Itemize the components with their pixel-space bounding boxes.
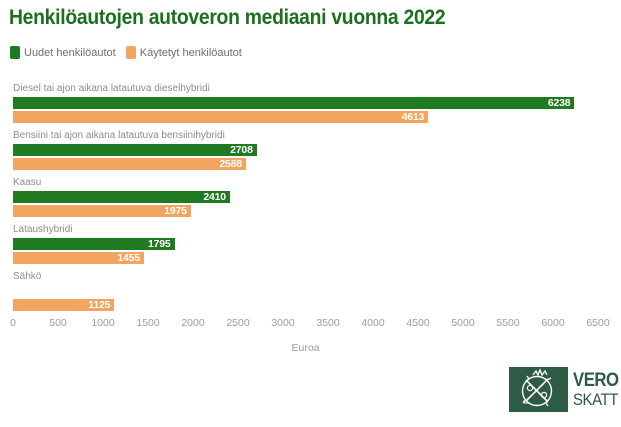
x-axis: 0 500 1000 1500 2000 2500 3000 3500 4000 4500 5000… <box>0 317 621 330</box>
category-label: Kaasu <box>13 177 42 188</box>
bar-used: 2588 <box>13 158 246 170</box>
legend-swatch <box>10 46 20 59</box>
axis-tick-label: 3500 <box>316 317 340 329</box>
logo-text: VERO SKATT <box>573 369 621 409</box>
legend-label: Käytetyt henkilöautot <box>139 46 242 59</box>
bar-row-used: 1125 <box>13 299 598 311</box>
axis-tick-label: 2500 <box>226 317 250 329</box>
bar-new: 6238 <box>13 97 575 109</box>
legend-item: Käytetyt henkilöautot <box>125 46 242 59</box>
axis-tick-label: 4000 <box>361 317 385 329</box>
bar-value-label: 2410 <box>203 191 226 203</box>
axis-tick-label: 6500 <box>586 317 610 329</box>
category-label: Bensiini tai ajon aikana latautuva bensi… <box>13 130 225 141</box>
logo-text-skatt: SKATT <box>573 389 618 409</box>
axis-tick-label: 6000 <box>541 317 565 329</box>
bar-value-label: 1975 <box>164 205 187 217</box>
legend-label: Uudet henkilöautot <box>24 46 116 59</box>
legend: Uudet henkilöautot Käytetyt henkilöautot <box>10 46 242 59</box>
axis-tick-label: 4500 <box>406 317 430 329</box>
x-axis-title: Euroa <box>291 342 320 354</box>
axis-tick-label: 5500 <box>496 317 520 329</box>
axis-tick-label: 3000 <box>271 317 295 329</box>
bar-row-used: 1455 <box>13 252 598 264</box>
bar-used: 4613 <box>13 111 429 123</box>
bar-value-label: 2708 <box>230 144 253 156</box>
bar-used: 1455 <box>13 252 144 264</box>
axis-tick-label: 1000 <box>91 317 115 329</box>
bar-group: Kaasu 2410 1975 <box>13 177 598 217</box>
axis-tick-label: 5000 <box>451 317 475 329</box>
category-label: Sähkö <box>13 271 42 282</box>
bar-used: 1125 <box>13 299 115 311</box>
bar-group: Lataushybridi 1795 1455 <box>13 224 598 264</box>
bar-group: Diesel tai ajon aikana latautuva dieselh… <box>13 83 598 123</box>
bar-row-used: 4613 <box>13 111 598 123</box>
chart-title: Henkilöautojen autoveron mediaani vuonna… <box>9 6 446 29</box>
bar-row-new: 6238 <box>13 97 598 109</box>
vero-logo-emblem-icon <box>509 367 568 412</box>
category-label: Diesel tai ajon aikana latautuva dieselh… <box>13 83 210 94</box>
bar-row-new <box>13 285 598 297</box>
bar-value-label: 2588 <box>219 158 242 170</box>
axis-tick-label: 2000 <box>181 317 205 329</box>
bar-row-used: 2588 <box>13 158 598 170</box>
bar-used: 1975 <box>13 205 191 217</box>
bar-group: Bensiini tai ajon aikana latautuva bensi… <box>13 130 598 170</box>
bar-new: 2410 <box>13 191 230 203</box>
axis-tick-label: 0 <box>10 317 16 329</box>
bar-row-new: 2708 <box>13 144 598 156</box>
bar-value-label: 1795 <box>147 238 171 250</box>
bar-row-new: 1795 <box>13 238 598 250</box>
bar-row-used: 1975 <box>13 205 598 217</box>
vero-skatt-logo: VERO SKATT <box>509 367 621 412</box>
bar-new: 2708 <box>13 144 257 156</box>
axis-tick-label: 1500 <box>136 317 160 329</box>
bar-value-label: 1125 <box>88 299 111 311</box>
logo-text-vero: VERO <box>573 369 619 391</box>
bar-chart: Diesel tai ajon aikana latautuva dieselh… <box>13 83 598 318</box>
bar-value-label: 6238 <box>547 97 571 109</box>
legend-item: Uudet henkilöautot <box>10 46 116 59</box>
category-label: Lataushybridi <box>13 224 73 235</box>
bar-row-new: 2410 <box>13 191 598 203</box>
bar-group: Sähkö 1125 <box>13 271 598 311</box>
bar-value-label: 1455 <box>117 252 140 264</box>
axis-tick-label: 500 <box>49 317 67 329</box>
legend-swatch <box>125 46 136 59</box>
bar-value-label: 4613 <box>401 111 425 123</box>
bar-new: 1795 <box>13 238 175 250</box>
